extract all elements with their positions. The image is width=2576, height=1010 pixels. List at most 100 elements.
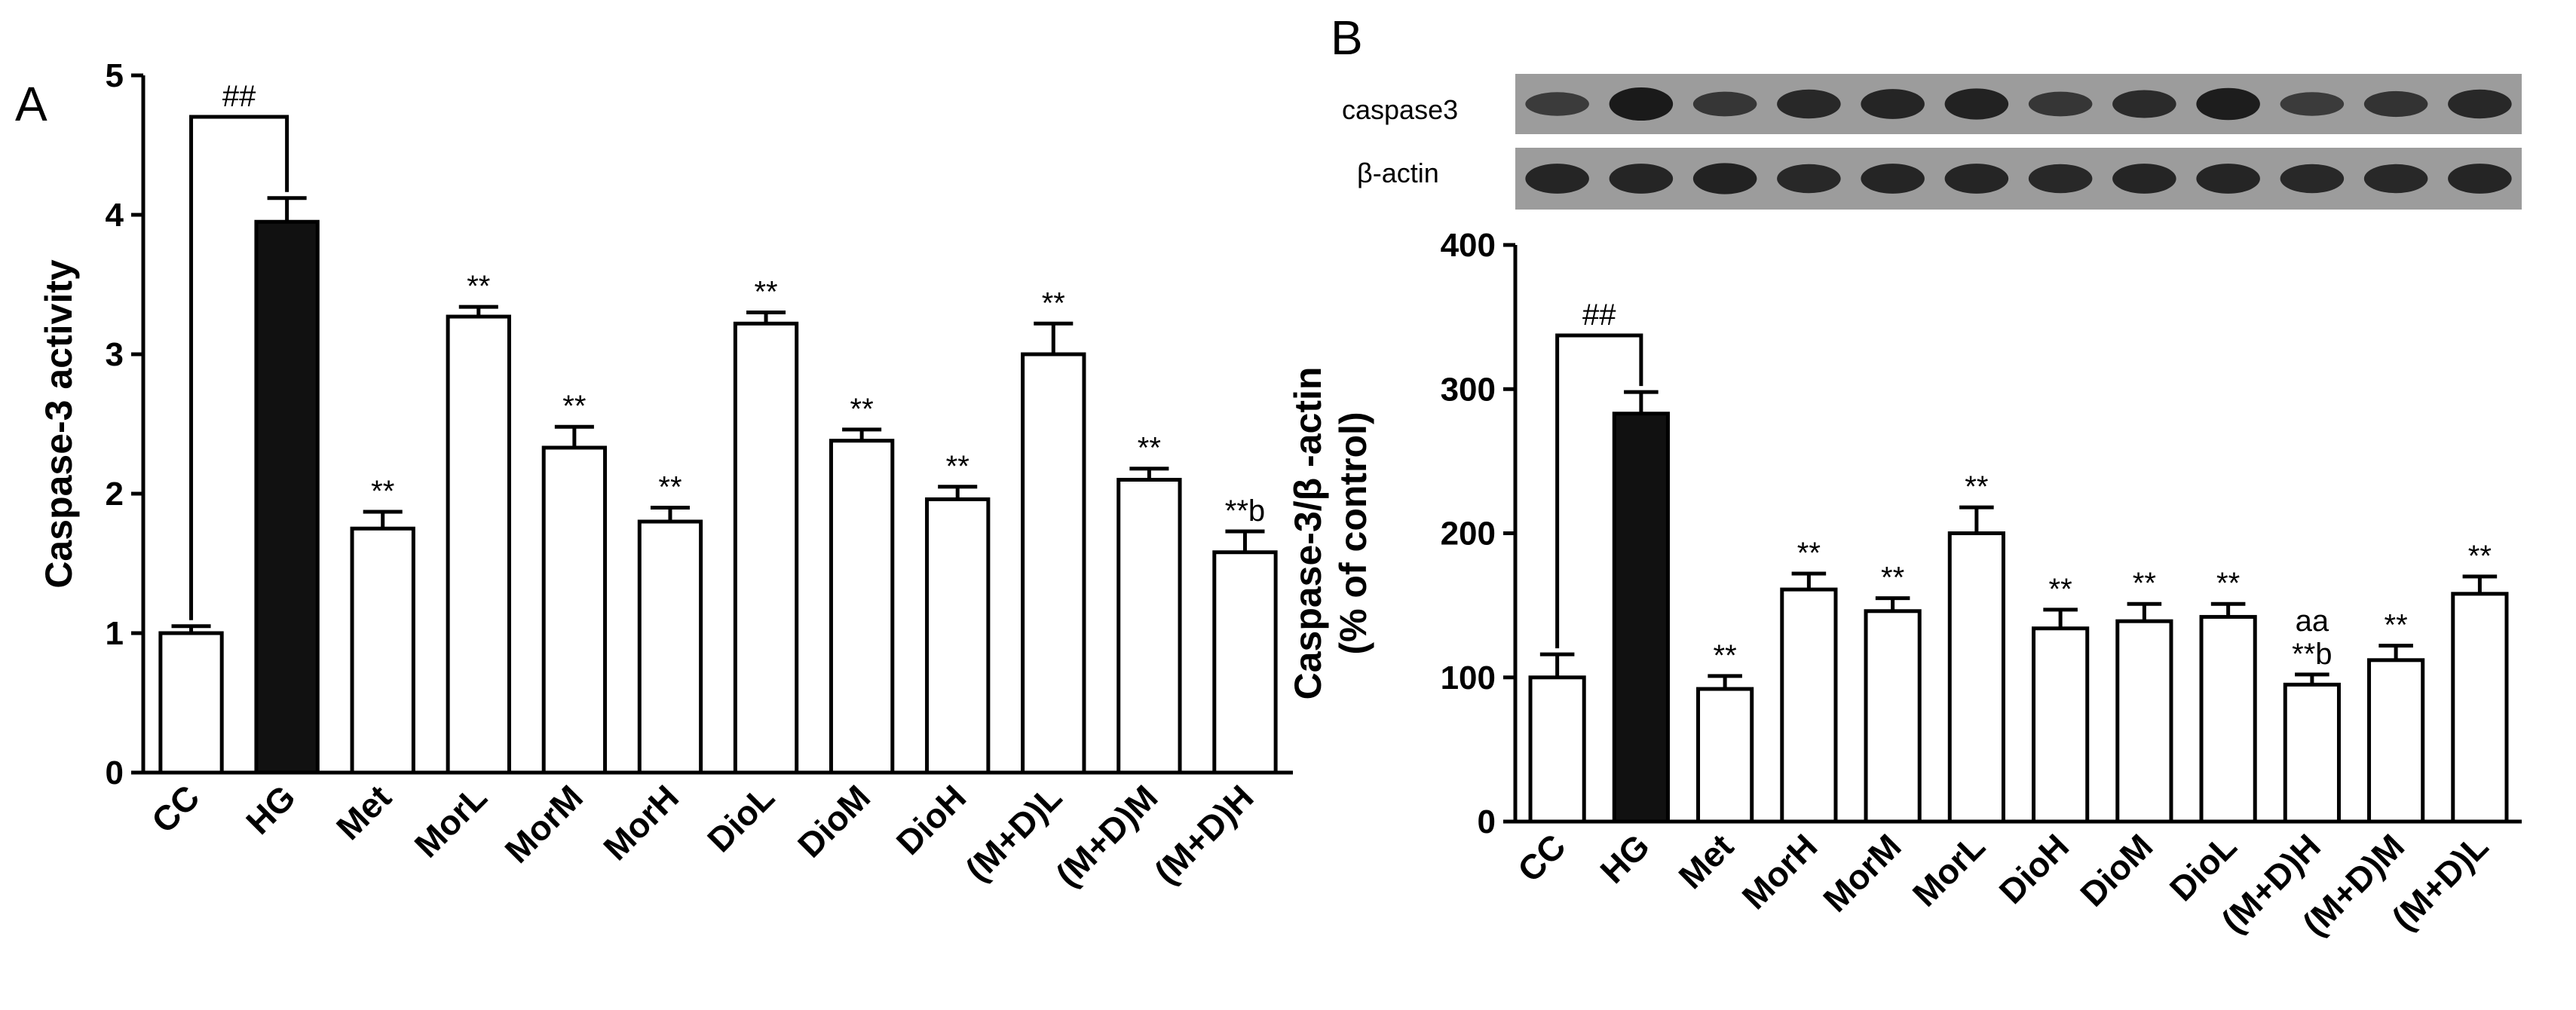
category-label: MorM <box>497 777 590 870</box>
bar <box>1528 675 1586 824</box>
significance-label: ** <box>1042 286 1065 320</box>
y-axis-label: Caspase-3/β -actin(% of control) <box>1287 367 1374 700</box>
bar <box>1696 687 1754 824</box>
bar <box>254 219 320 775</box>
category-label: MorM <box>1815 826 1908 919</box>
significance-label: ** <box>2133 567 2156 600</box>
blot-band-beta-actin <box>1861 164 1925 194</box>
significance-label: ** <box>1714 639 1737 672</box>
category-label: HG <box>1592 826 1657 891</box>
significance-label: ** <box>467 270 490 303</box>
significance-label: ** <box>946 450 969 483</box>
significance-bracket-label: ## <box>222 80 256 113</box>
blot-band-beta-actin <box>2363 164 2428 194</box>
category-label: MorH <box>596 777 686 868</box>
y-tick-label: 1 <box>106 615 124 652</box>
category-label: DioH <box>889 777 974 862</box>
blot-strip-caspase3 <box>1515 74 2522 134</box>
blot-band-caspase3 <box>2363 90 2428 118</box>
blot-band-beta-actin <box>1609 164 1674 194</box>
bar <box>350 526 415 775</box>
y-tick-label: 200 <box>1441 516 1496 552</box>
y-tick-label: 300 <box>1441 371 1496 408</box>
bar <box>2283 682 2341 824</box>
western-blot: caspase3 β-actin <box>1342 74 2522 210</box>
category-label: Met <box>1671 826 1741 896</box>
blot-band-beta-actin <box>1944 164 2009 194</box>
bar <box>2199 614 2257 824</box>
category-label: DioH <box>1992 826 2077 911</box>
bar <box>925 497 991 775</box>
y-tick-label: 0 <box>106 754 124 791</box>
bar <box>637 519 703 775</box>
category-label: MorH <box>1735 826 1825 917</box>
bar <box>1212 550 1278 775</box>
y-tick-label: 0 <box>1478 803 1496 840</box>
bar <box>1780 587 1838 824</box>
significance-label: ** <box>2468 540 2492 573</box>
blot-band-caspase3 <box>1944 88 2009 120</box>
blot-strip-beta-actin <box>1515 148 2522 210</box>
blot-band-caspase3 <box>1861 89 1925 119</box>
blot-band-beta-actin <box>1525 164 1589 194</box>
blot-band-caspase3 <box>1609 87 1674 121</box>
y-axis-label-line: Caspase-3 activity <box>38 259 80 589</box>
blot-band-beta-actin <box>2028 164 2093 194</box>
panel-a-letter: A <box>15 77 47 131</box>
blot-band-beta-actin <box>1692 163 1757 194</box>
bar <box>541 445 608 775</box>
blot-band-caspase3 <box>2028 91 2093 117</box>
bar <box>1021 352 1086 775</box>
y-tick-label: 5 <box>106 57 124 94</box>
category-label: (M+D)L <box>2385 826 2496 938</box>
bar <box>733 321 799 775</box>
significance-label: ** <box>850 393 874 426</box>
bar <box>829 439 895 775</box>
significance-label: ** <box>2385 609 2408 642</box>
bar <box>2367 658 2425 824</box>
y-tick-label: 100 <box>1441 660 1496 696</box>
bar <box>446 314 511 775</box>
panel-b-letter: B <box>1331 11 1363 65</box>
category-label: (M+D)H <box>1147 777 1261 892</box>
significance-label: ** <box>754 276 777 309</box>
blot-band-caspase3 <box>2112 90 2176 118</box>
blot-band-caspase3 <box>1525 92 1589 116</box>
bar <box>1947 531 2005 824</box>
significance-label: ** <box>658 471 682 504</box>
significance-label: aa <box>2296 604 2329 638</box>
blot-label-beta-actin: β-actin <box>1357 158 1439 188</box>
y-tick-label: 400 <box>1441 227 1496 264</box>
blot-band-caspase3 <box>2196 87 2260 121</box>
significance-label: **b <box>2292 638 2332 671</box>
significance-label: ** <box>562 390 586 423</box>
category-label: (M+D)L <box>957 777 1069 889</box>
category-label: DioM <box>790 777 878 865</box>
blot-band-beta-actin <box>2112 164 2176 194</box>
significance-label: **b <box>1225 494 1265 528</box>
significance-label: ** <box>2216 567 2240 600</box>
bar <box>2451 592 2509 824</box>
y-axis-label-line: Caspase-3/β -actin <box>1287 367 1329 700</box>
category-label: MorL <box>407 777 495 865</box>
category-label: DioL <box>700 777 782 859</box>
blot-band-beta-actin <box>2196 164 2260 194</box>
category-label: CC <box>1510 826 1573 889</box>
significance-bracket <box>189 115 289 620</box>
bar <box>158 631 224 775</box>
significance-label: ** <box>1797 537 1821 570</box>
y-tick-label: 4 <box>106 197 124 234</box>
category-label: MorL <box>1905 826 1992 914</box>
bar <box>1612 412 1670 824</box>
significance-label: ** <box>1138 432 1161 465</box>
blot-band-beta-actin <box>2448 164 2512 194</box>
blot-band-caspase3 <box>1777 89 1841 119</box>
significance-label: ** <box>371 475 394 508</box>
y-axis-label: Caspase-3 activity <box>38 259 80 589</box>
bar <box>2032 626 2090 824</box>
category-label: Met <box>329 777 399 847</box>
y-tick-label: 3 <box>106 336 124 373</box>
bar <box>1116 478 1182 775</box>
significance-label: ** <box>1965 470 1988 503</box>
